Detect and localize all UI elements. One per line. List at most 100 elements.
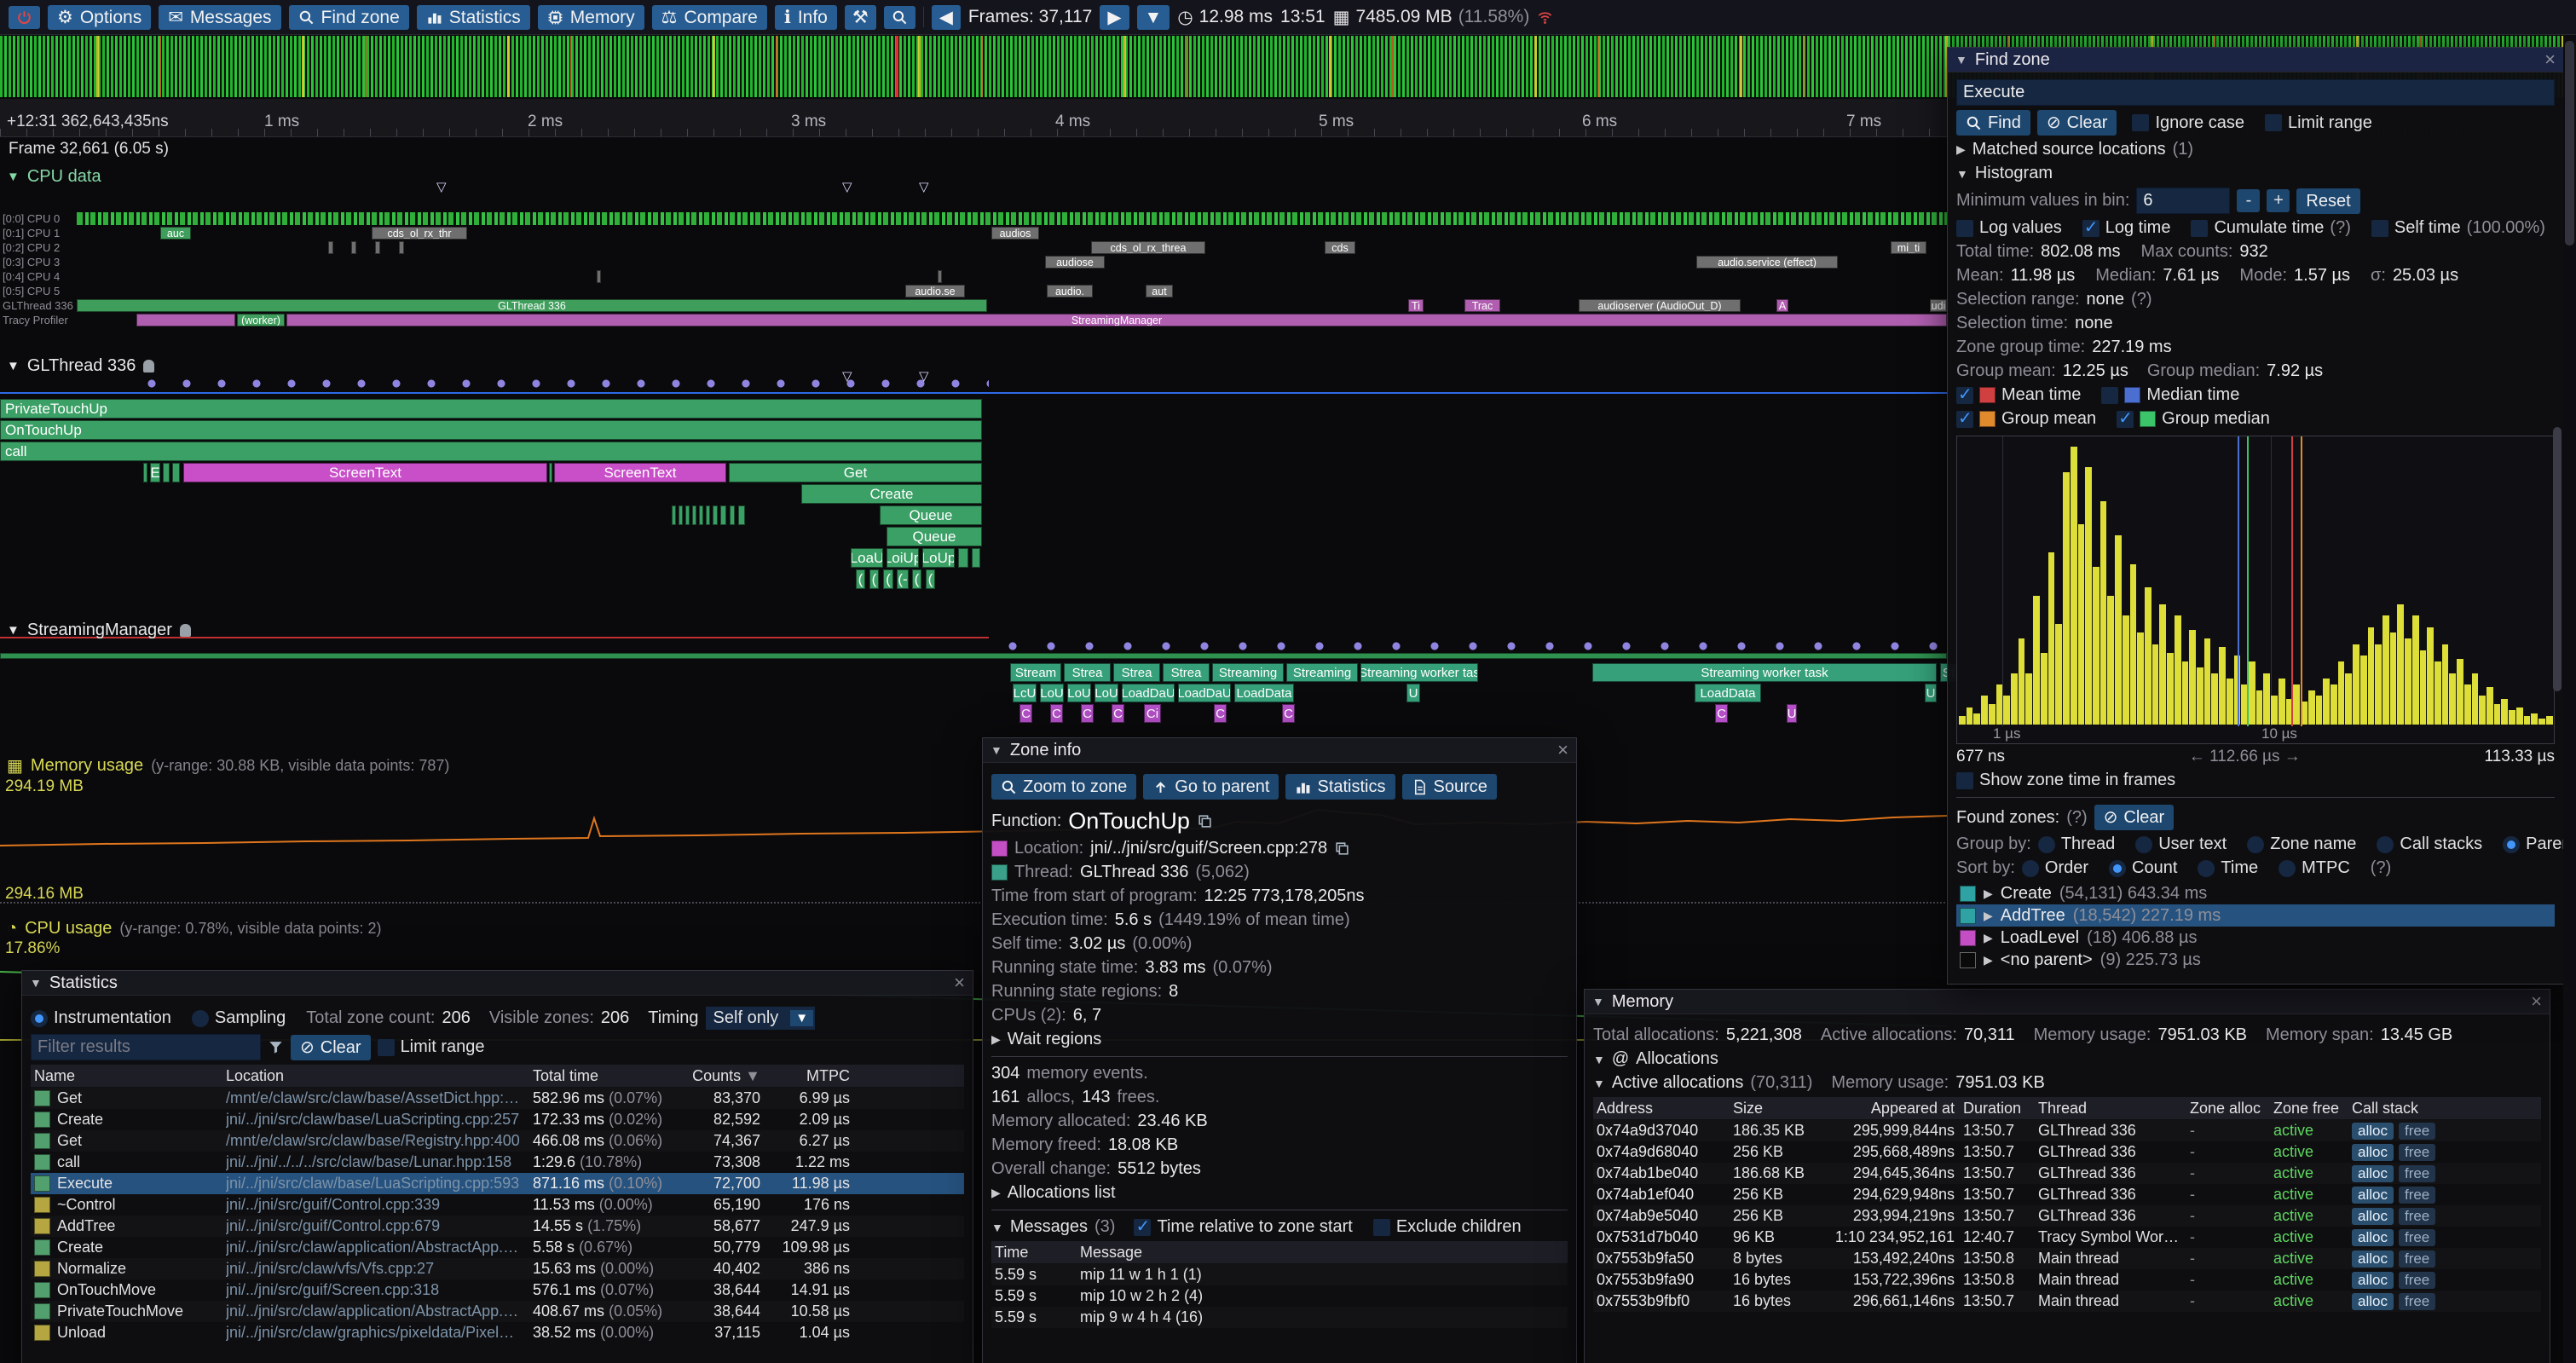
zone-bar[interactable]: Create: [801, 484, 982, 504]
column-header[interactable]: Zone free: [2273, 1099, 2340, 1117]
messages-button[interactable]: ✉ Messages: [159, 4, 281, 30]
radio-group-zone-name[interactable]: Zone name: [2247, 835, 2356, 854]
limit-range-checkbox[interactable]: Limit range: [377, 1037, 485, 1057]
long-zone-bar[interactable]: [0, 653, 1947, 659]
alloc-callstack-button[interactable]: alloc: [2352, 1143, 2394, 1161]
zone-bar[interactable]: LoadData: [1234, 684, 1294, 702]
zone-bar[interactable]: [972, 548, 980, 568]
zone-bar[interactable]: [163, 463, 170, 482]
found-zone-row[interactable]: ▶ AddTree (18,542) 227.19 ms: [1956, 904, 2555, 927]
column-header[interactable]: Duration: [1963, 1099, 2022, 1117]
stats-row[interactable]: Create jni/../jni/src/claw/base/LuaScrip…: [31, 1109, 964, 1130]
zone-bar[interactable]: C: [1715, 704, 1728, 723]
stats-row[interactable]: ~Control jni/../jni/src/guif/Control.cpp…: [31, 1194, 964, 1216]
column-header[interactable]: Call stack: [2352, 1099, 2419, 1117]
cpu-zone[interactable]: audio: [1930, 299, 1947, 312]
column-header[interactable]: Name: [34, 1066, 76, 1084]
cpu-zone[interactable]: A: [1776, 299, 1788, 312]
zone-bar[interactable]: [958, 548, 968, 568]
streaming-header[interactable]: ▼ StreamingManager: [7, 621, 191, 640]
free-callstack-button[interactable]: free: [2398, 1292, 2436, 1310]
zone-bar[interactable]: Strea: [1064, 663, 1111, 682]
stats-row[interactable]: Create jni/../jni/src/claw/application/A…: [31, 1237, 964, 1258]
column-header[interactable]: Total time: [533, 1066, 599, 1084]
zone-bar[interactable]: U: [1406, 684, 1420, 702]
find-zone-titlebar[interactable]: ▼ Find zone ×: [1948, 48, 2563, 72]
zone-bar[interactable]: C: [1050, 704, 1063, 723]
memory-row[interactable]: 0x74a9d68040 256 KB 295,668,489ns 13:50.…: [1593, 1141, 2541, 1163]
zone-bar[interactable]: LoU: [1040, 684, 1064, 702]
memory-row[interactable]: 0x74ab1ef040 256 KB 294,629,948ns 13:50.…: [1593, 1184, 2541, 1205]
cpu-zone[interactable]: [399, 241, 404, 254]
clear-filter-button[interactable]: ⊘ Clear: [291, 1034, 371, 1060]
cpu-zone[interactable]: [328, 241, 333, 254]
zone-bar[interactable]: C: [1214, 704, 1227, 723]
message-row[interactable]: 5.59 s mip 10 w 2 h 2 (4): [995, 1287, 1204, 1304]
memory-row[interactable]: 0x7553b9fbf0 16 bytes 296,661,146ns 13:5…: [1593, 1291, 2541, 1312]
message-dots[interactable]: [145, 378, 989, 390]
zone-bar[interactable]: Streaming: [1212, 663, 1284, 682]
cpu-zone[interactable]: GLThread 336: [77, 299, 987, 312]
cpu-zone[interactable]: [375, 241, 380, 254]
cpu-zone[interactable]: [938, 270, 942, 283]
copy-icon[interactable]: [1334, 840, 1350, 857]
thread-name[interactable]: GLThread 336: [1079, 863, 1189, 881]
clear-found-button[interactable]: ⊘ Clear: [2094, 805, 2175, 830]
glthread-header[interactable]: ▼ GLThread 336: [7, 356, 155, 376]
radio-instrumentation[interactable]: Instrumentation: [31, 1008, 171, 1028]
find-zone-scrollbar-thumb[interactable]: [2553, 427, 2562, 691]
wait-regions-expander[interactable]: ▶ Wait regions: [991, 1030, 1102, 1048]
zone-bar[interactable]: (: [912, 569, 921, 589]
allocations-expander[interactable]: ▼ @ Allocations: [1593, 1049, 1718, 1068]
zone-bar[interactable]: U: [1925, 684, 1937, 702]
zone-bar[interactable]: PrivateTouchUp: [0, 399, 982, 419]
close-icon[interactable]: ×: [2531, 990, 2542, 1012]
found-zone-row[interactable]: ▶ <no parent> (9) 225.73 µs: [1956, 949, 2555, 971]
increment-button[interactable]: +: [2267, 189, 2290, 212]
zone-bar[interactable]: Queue: [887, 527, 982, 546]
statistics-button[interactable]: Statistics: [416, 4, 530, 30]
allocations-list-expander[interactable]: ▶ Allocations list: [991, 1183, 1116, 1202]
column-header[interactable]: Address: [1597, 1099, 1654, 1117]
cpu-zone[interactable]: audio.: [1047, 285, 1093, 297]
zone-bar[interactable]: Ci: [1144, 704, 1161, 723]
cpu-zone[interactable]: audio.se: [905, 285, 965, 297]
cpu-zone[interactable]: Trac: [1464, 299, 1500, 312]
cpu-data-header[interactable]: ▼ CPU data: [7, 167, 101, 186]
cpu-zone[interactable]: audioserver (AudioOut_D): [1579, 299, 1741, 312]
zone-bar[interactable]: Get: [729, 463, 982, 482]
free-callstack-button[interactable]: free: [2398, 1122, 2436, 1140]
stats-row[interactable]: Unload jni/../jni/src/claw/graphics/pixe…: [31, 1322, 964, 1343]
reset-button[interactable]: Reset: [2296, 188, 2360, 214]
zone-bar[interactable]: ScreenText: [183, 463, 547, 482]
stats-row[interactable]: Get /mnt/e/claw/src/claw/base/AssetDict.…: [31, 1088, 964, 1109]
cpu-zone[interactable]: [597, 270, 601, 283]
radio-group-thread[interactable]: Thread: [2037, 835, 2115, 854]
zone-bar[interactable]: (: [856, 569, 865, 589]
active-allocations-expander[interactable]: ▼ Active allocations (70,311) Memory usa…: [1593, 1073, 2045, 1092]
timing-combo[interactable]: Self only ▼: [705, 1007, 816, 1030]
cpu-zone[interactable]: cds_ol_rx_threa: [1091, 241, 1205, 254]
group-mean-checkbox[interactable]: Group mean: [1956, 407, 2096, 429]
zone-bar[interactable]: [713, 505, 718, 525]
memory-row[interactable]: 0x74ab1be040 186.68 KB 294,645,364ns 13:…: [1593, 1163, 2541, 1184]
find-zone-query-input[interactable]: [1956, 79, 2555, 106]
median-time-checkbox[interactable]: Median time: [2101, 385, 2239, 405]
column-header[interactable]: Appeared at: [1870, 1099, 1955, 1117]
alloc-callstack-button[interactable]: alloc: [2352, 1250, 2394, 1268]
free-callstack-button[interactable]: free: [2398, 1143, 2436, 1161]
zone-bar[interactable]: [730, 505, 735, 525]
cpu-zone[interactable]: audio.service (effect): [1696, 256, 1838, 269]
radio-group-call-stacks[interactable]: Call stacks: [2377, 835, 2482, 854]
goto-frame-button[interactable]: [883, 5, 915, 29]
zone-bar[interactable]: LoaU: [851, 548, 883, 568]
zone-bar[interactable]: [672, 505, 676, 525]
column-header[interactable]: Zone alloc: [2190, 1099, 2261, 1117]
zone-info-titlebar[interactable]: ▼ Zone info ×: [983, 738, 1576, 763]
find-zone-button[interactable]: Find zone: [288, 4, 409, 30]
options-button[interactable]: ⚙ Options: [48, 4, 152, 30]
alloc-callstack-button[interactable]: alloc: [2352, 1164, 2394, 1182]
zone-bar[interactable]: OnTouchUp: [0, 420, 982, 440]
limit-range-checkbox[interactable]: Limit range: [2264, 113, 2372, 133]
info-button[interactable]: ℹ Info: [774, 4, 837, 30]
